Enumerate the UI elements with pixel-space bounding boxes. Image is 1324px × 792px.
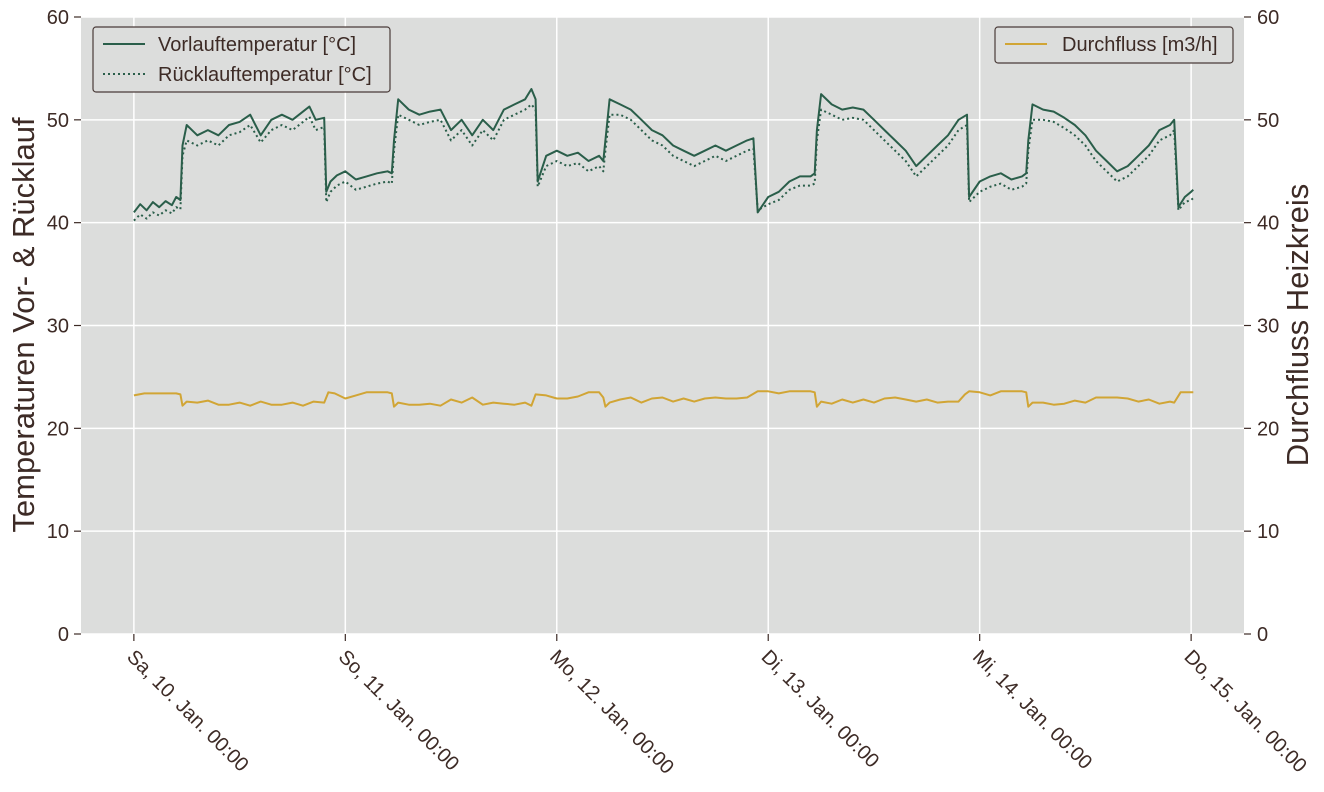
right-y-axis: 0 10 20 30 40 50 60 (1244, 7, 1279, 646)
right-tick-label: 0 (1257, 624, 1268, 646)
x-tick-label: Mo, 12. Jan. 00:00 (545, 646, 678, 779)
flow-line (133, 390, 1194, 408)
right-y-axis-label: Durchfluss Heizkreis (1280, 184, 1315, 467)
right-tick-label: 20 (1257, 418, 1279, 440)
legend-left: Vorlauftemperatur [°C] Rücklauftemperatu… (92, 26, 391, 93)
legend-return-label: Rücklauftemperatur [°C] (158, 64, 372, 86)
supply-temperature-line (133, 88, 1194, 214)
left-tick-label: 20 (47, 418, 69, 440)
legend-flow-label: Durchfluss [m3/h] (1062, 34, 1218, 56)
legend-right-frame (994, 26, 1234, 64)
left-tick-label: 30 (47, 316, 69, 338)
left-tick-label: 0 (58, 624, 69, 646)
x-tick-label: Di, 13. Jan. 00:00 (757, 646, 883, 772)
left-tick-label: 50 (47, 110, 69, 132)
left-y-axis: 0 10 20 30 40 50 60 (47, 7, 81, 646)
left-tick-label: 60 (47, 7, 69, 29)
left-y-axis-label: Temperaturen Vor- & Rücklauf (6, 117, 41, 533)
right-tick-label: 40 (1257, 213, 1279, 235)
x-tick-label: Do, 15. Jan. 00:00 (1180, 646, 1311, 777)
x-axis: Sa, 10. Jan. 00:00 So, 11. Jan. 00:00 Mo, … (122, 634, 1311, 779)
return-temperature-line (133, 103, 1194, 222)
x-tick-label: Sa, 10. Jan. 00:00 (122, 646, 252, 776)
right-tick-label: 50 (1257, 110, 1279, 132)
gridlines (81, 16, 1244, 635)
legend-supply-label: Vorlauftemperatur [°C] (158, 34, 356, 56)
x-tick-label: So, 11. Jan. 00:00 (334, 646, 463, 775)
right-tick-label: 10 (1257, 521, 1279, 543)
left-tick-label: 40 (47, 213, 69, 235)
series-layer (133, 88, 1194, 408)
x-tick-label: Mi, 14. Jan. 00:00 (968, 646, 1096, 774)
right-tick-label: 60 (1257, 7, 1279, 29)
legend-left-frame (92, 26, 391, 93)
left-tick-label: 10 (47, 521, 69, 543)
right-tick-label: 30 (1257, 316, 1279, 338)
legend-right: Durchfluss [m3/h] (994, 26, 1234, 64)
